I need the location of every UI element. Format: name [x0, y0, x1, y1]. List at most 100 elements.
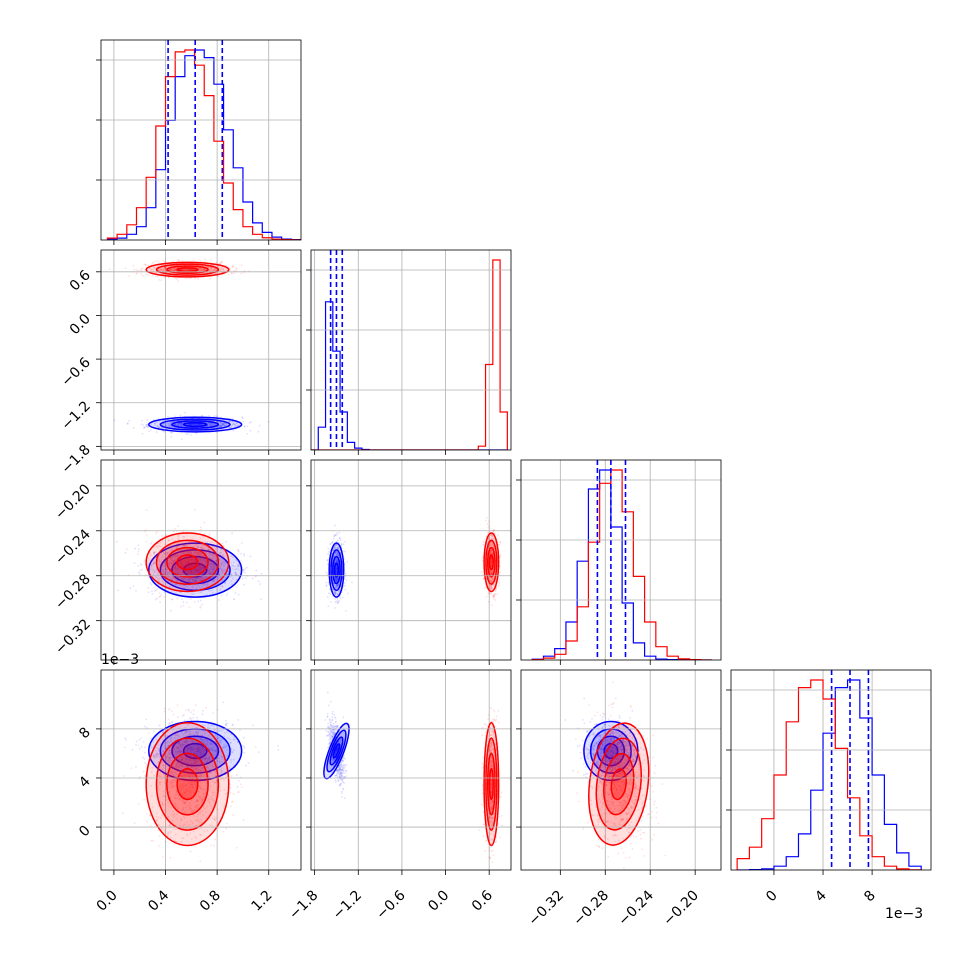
scatter-point [190, 423, 193, 426]
scatter-point [187, 552, 190, 555]
scatter-point [237, 562, 240, 565]
scatter-point [499, 571, 502, 574]
scatter-point [213, 580, 216, 583]
scatter-point [208, 552, 210, 554]
scatter-point [490, 542, 493, 545]
scatter-point [336, 551, 339, 553]
scatter-point [498, 582, 501, 584]
scatter-point [193, 423, 196, 426]
scatter-point [214, 750, 216, 752]
scatter-point [164, 573, 167, 576]
scatter-point [146, 419, 149, 421]
scatter-point [233, 598, 235, 600]
scatter-point [490, 579, 493, 582]
scatter-point [184, 559, 186, 562]
scatter-point [141, 432, 144, 435]
scatter-point [491, 577, 494, 579]
scatter-point [225, 576, 227, 579]
scatter-point [145, 509, 148, 512]
scatter-point [223, 735, 226, 738]
scatter-point [213, 565, 216, 567]
scatter-point [333, 547, 336, 550]
scatter-point [169, 424, 172, 427]
scatter-point [337, 553, 339, 555]
scatter-point [252, 577, 254, 580]
scatter-point [180, 423, 183, 425]
scatter-point [181, 544, 184, 547]
scatter-point [155, 421, 158, 424]
scatter-point [208, 569, 211, 572]
scatter-point [498, 578, 500, 581]
y-tick-label: −0.6 [58, 355, 93, 390]
scatter-point [189, 732, 192, 735]
panel-frame [310, 459, 512, 661]
scatter-point [336, 584, 338, 587]
scatter-point [163, 431, 166, 433]
scatter-point [494, 589, 497, 592]
scatter-point [219, 267, 222, 270]
scatter-point [140, 269, 142, 272]
scatter-point [254, 575, 257, 578]
scatter-point [490, 564, 493, 566]
scatter-point [494, 593, 497, 596]
scatter-point [184, 277, 187, 280]
scatter-point [489, 588, 492, 591]
scatter-point [186, 746, 189, 749]
scatter-point [202, 556, 205, 559]
scatter-point [491, 578, 494, 581]
scatter-point [169, 550, 172, 552]
scatter-point [351, 581, 353, 584]
scatter-point [181, 585, 183, 588]
scatter-point [176, 535, 179, 538]
scatter-point [197, 584, 200, 587]
scatter-point [196, 568, 199, 571]
scatter-point [491, 552, 494, 555]
scatter-point [490, 564, 493, 567]
scatter-point [202, 564, 205, 567]
scatter-point [234, 581, 237, 584]
scatter-point [208, 573, 210, 576]
scatter-point [189, 423, 192, 426]
scatter-point [497, 580, 500, 583]
scatter-point [182, 560, 184, 563]
scatter-point [171, 548, 173, 550]
scatter-point [213, 565, 216, 568]
scatter-point [184, 564, 186, 567]
scatter-point [337, 561, 339, 564]
scatter-point [210, 267, 213, 270]
scatter-point [160, 565, 163, 567]
scatter-point [161, 268, 163, 271]
scatter-point [217, 577, 220, 580]
scatter-point [231, 423, 234, 426]
scatter-point [198, 577, 201, 580]
scatter-point [220, 580, 223, 582]
scatter-point [195, 568, 198, 571]
scatter-point [487, 582, 490, 585]
scatter-point [490, 592, 492, 595]
scatter-point [211, 266, 214, 269]
scatter-point [169, 758, 172, 761]
scatter-point [243, 736, 245, 739]
panel-frame [520, 459, 722, 661]
scatter-point [134, 547, 137, 550]
scatter-point [201, 414, 204, 417]
scatter-point [201, 747, 204, 750]
scatter-point [152, 570, 155, 572]
scatter-point [147, 426, 149, 429]
scatter-point [499, 555, 501, 558]
scatter-point [335, 554, 337, 557]
scatter-point [336, 554, 339, 556]
scatter-point [200, 415, 203, 417]
scatter-point [141, 568, 144, 571]
scatter-point [176, 424, 179, 427]
scatter-point [182, 544, 185, 547]
scatter-point [199, 553, 202, 556]
scatter-point [175, 734, 177, 737]
scatter-point [197, 545, 199, 548]
scatter-point [489, 543, 492, 546]
scatter-point [219, 562, 222, 565]
scatter-point [493, 593, 496, 595]
scatter-point [204, 560, 207, 562]
scatter-point [190, 423, 193, 426]
scatter-point [159, 545, 162, 548]
